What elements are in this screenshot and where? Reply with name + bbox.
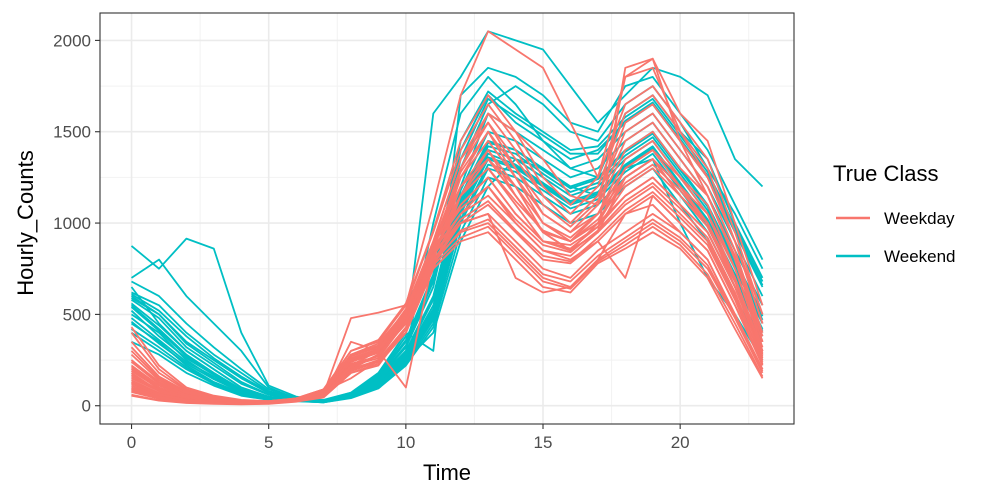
legend-label-weekend: Weekend xyxy=(884,247,956,266)
y-tick-label: 500 xyxy=(63,305,91,324)
y-tick-label: 2000 xyxy=(53,31,91,50)
y-tick-label: 1000 xyxy=(53,214,91,233)
x-tick-label: 0 xyxy=(127,433,136,452)
legend: True Class Weekday Weekend xyxy=(833,161,956,266)
series-line-weekday-47 xyxy=(130,163,764,404)
series-lines xyxy=(130,30,764,406)
y-tick-label: 1500 xyxy=(53,123,91,142)
series-line-weekday-48 xyxy=(130,121,764,403)
x-tick-label: 5 xyxy=(264,433,273,452)
x-tick-label: 15 xyxy=(534,433,553,452)
y-tick-label: 0 xyxy=(82,397,91,416)
x-axis-title: Time xyxy=(423,460,471,485)
series-line-weekend-14 xyxy=(131,152,764,404)
y-axis-ticks: 0 500 1000 1500 2000 xyxy=(53,31,100,416)
x-axis-ticks: 0 5 10 15 20 xyxy=(127,424,690,452)
series-line-weekday-44 xyxy=(130,85,764,403)
panel-border xyxy=(99,12,795,425)
legend-title: True Class xyxy=(833,161,939,186)
series-line-weekday-49 xyxy=(131,218,764,405)
series-line-weekend-15 xyxy=(130,132,764,403)
y-axis-title: Hourly_Counts xyxy=(13,150,38,296)
x-tick-label: 10 xyxy=(396,433,415,452)
x-tick-label: 20 xyxy=(671,433,690,452)
series-line-weekend-11 xyxy=(130,145,764,404)
series-line-weekend-17 xyxy=(131,167,764,404)
legend-label-weekday: Weekday xyxy=(884,209,955,228)
